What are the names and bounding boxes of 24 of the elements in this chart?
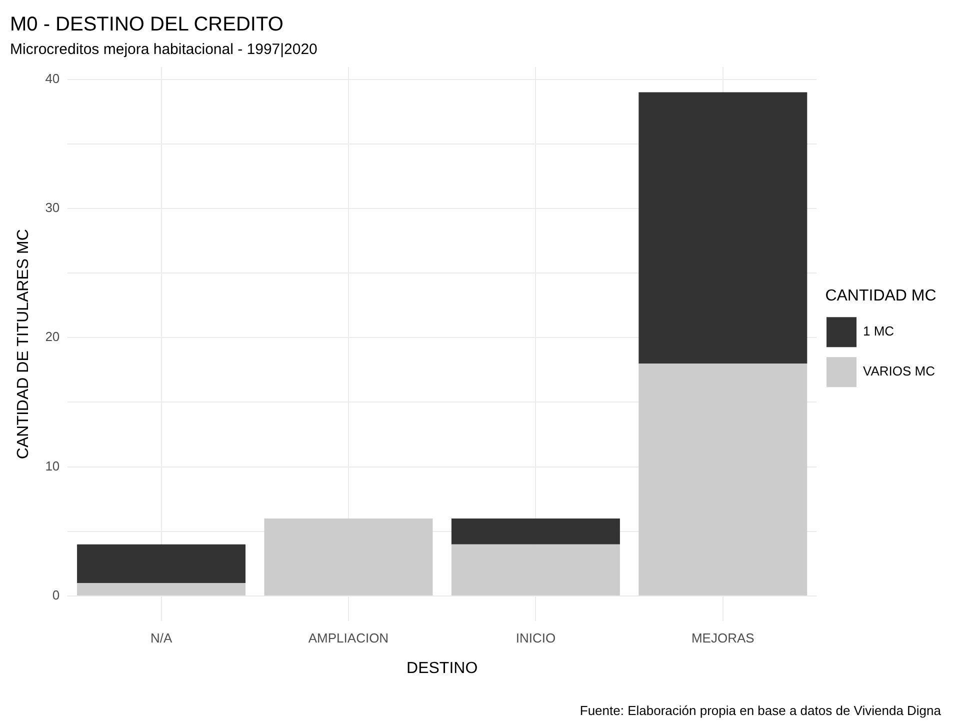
x-tick-label: AMPLIACION [308,630,389,646]
chart-subtitle: Microcreditos mejora habitacional - 1997|2020 [10,41,318,58]
chart-title: M0 - DESTINO DEL CREDITO [10,14,284,36]
x-axis-title: DESTINO [406,660,478,677]
bar [77,544,246,584]
y-tick-label: 10 [45,458,60,474]
y-tick-label: 30 [45,200,60,216]
bar [638,92,808,364]
source-note: Fuente: Elaboración propia en base a datos de Vivienda Digna [580,703,941,718]
x-tick-label: N/A [150,630,172,646]
bar [77,583,246,596]
legend-title: CANTIDAD MC [825,287,936,304]
y-tick-label: 40 [45,70,60,86]
bar [451,518,620,544]
x-tick-label: INICIO [516,630,556,646]
legend-label: 1 MC [863,324,894,339]
legend-label: VARIOS MC [863,364,936,379]
bar [264,518,433,596]
y-tick-label: 0 [52,588,60,603]
bar [451,544,620,596]
bar [638,363,808,596]
x-tick-label: MEJORAS [691,630,755,646]
y-axis-title: CANTIDAD DE TITULARES MC [15,229,32,460]
y-tick-label: 20 [45,329,60,344]
